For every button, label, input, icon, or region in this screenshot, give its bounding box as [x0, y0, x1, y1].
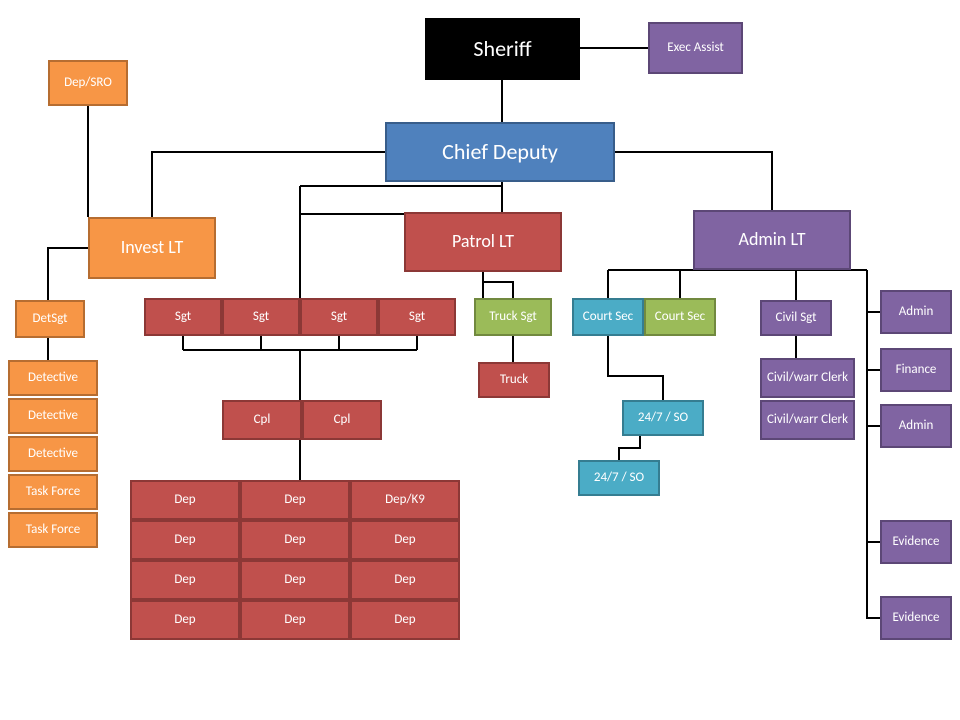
- node-cpl1: Cpl: [222, 400, 302, 440]
- connector: [48, 248, 88, 300]
- node-so1: 24/7 / SO: [622, 400, 704, 436]
- node-sgt4: Sgt: [378, 298, 456, 336]
- node-adminbox1: Admin: [880, 290, 952, 334]
- node-dep13: Dep/K9: [350, 480, 460, 520]
- node-dep33: Dep: [350, 560, 460, 600]
- connector: [772, 270, 796, 300]
- node-depsro: Dep/SRO: [48, 60, 128, 106]
- node-dep22: Dep: [240, 520, 350, 560]
- node-evidence1: Evidence: [880, 520, 952, 564]
- node-cpl2: Cpl: [302, 400, 382, 440]
- node-patrol: Patrol LT: [404, 212, 562, 272]
- node-finance: Finance: [880, 348, 952, 392]
- node-court2: Court Sec: [644, 298, 716, 336]
- node-dep42: Dep: [240, 600, 350, 640]
- connector: [152, 152, 385, 217]
- node-dep43: Dep: [350, 600, 460, 640]
- node-civclerk2: Civil/warr Clerk: [760, 400, 855, 440]
- node-civclerk1: Civil/warr Clerk: [760, 358, 855, 398]
- node-trucksgt: Truck Sgt: [474, 298, 552, 336]
- node-dep11: Dep: [130, 480, 240, 520]
- node-tf1: Task Force: [8, 474, 98, 510]
- node-sgt3: Sgt: [300, 298, 378, 336]
- node-dep12: Dep: [240, 480, 350, 520]
- connector: [615, 152, 772, 210]
- node-sgt1: Sgt: [144, 298, 222, 336]
- node-so2: 24/7 / SO: [578, 460, 660, 496]
- connector: [608, 336, 663, 400]
- node-chief: Chief Deputy: [385, 122, 615, 182]
- node-det1: Detective: [8, 360, 98, 396]
- node-sgt2: Sgt: [222, 298, 300, 336]
- node-tf2: Task Force: [8, 512, 98, 548]
- node-dep32: Dep: [240, 560, 350, 600]
- connector: [619, 436, 640, 460]
- node-sheriff: Sheriff: [425, 18, 580, 80]
- node-dep31: Dep: [130, 560, 240, 600]
- connector: [867, 270, 880, 618]
- connector: [483, 282, 513, 298]
- node-adminbox2: Admin: [880, 404, 952, 448]
- node-dep23: Dep: [350, 520, 460, 560]
- node-civilsgt: Civil Sgt: [760, 300, 832, 336]
- node-admin: Admin LT: [693, 210, 851, 270]
- node-court1: Court Sec: [572, 298, 644, 336]
- node-dep41: Dep: [130, 600, 240, 640]
- node-det3: Detective: [8, 436, 98, 472]
- node-detsgt: DetSgt: [15, 300, 85, 338]
- node-det2: Detective: [8, 398, 98, 434]
- node-truck: Truck: [478, 362, 550, 398]
- node-invest: Invest LT: [88, 217, 216, 279]
- node-dep21: Dep: [130, 520, 240, 560]
- node-evidence2: Evidence: [880, 596, 952, 640]
- node-exec: Exec Assist: [648, 22, 743, 74]
